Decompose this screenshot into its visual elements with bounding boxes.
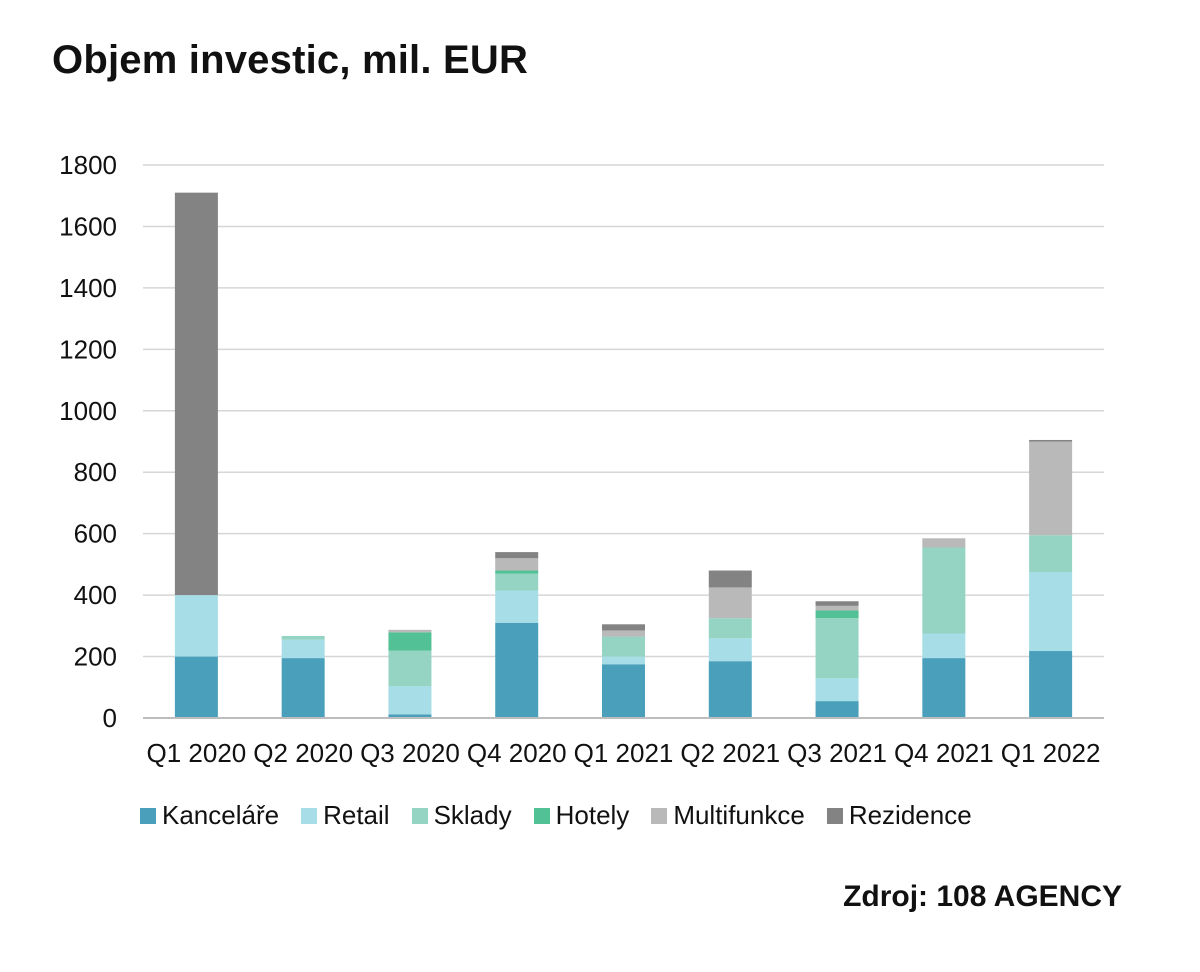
- legend-swatch: [533, 807, 550, 824]
- y-tick-label: 1800: [59, 150, 117, 180]
- source-note: Zdroj: 108 AGENCY: [843, 880, 1122, 913]
- bar-segment: [1029, 572, 1073, 652]
- y-tick-label: 800: [74, 457, 117, 487]
- legend-label: Hotely: [555, 800, 630, 830]
- legend-label: Sklady: [433, 800, 512, 830]
- bar-segment: [815, 601, 859, 606]
- bar-segment: [815, 618, 859, 679]
- legend-label: Retail: [323, 800, 390, 830]
- y-tick-label: 0: [103, 703, 117, 733]
- bar-segment: [922, 658, 966, 718]
- x-tick-label: Q3 2020: [360, 738, 460, 768]
- bar-segment: [815, 678, 859, 702]
- bar-segment: [708, 618, 752, 639]
- bar-segment: [495, 558, 539, 571]
- legend-item: Kanceláře: [140, 800, 279, 831]
- x-tick-label: Q1 2020: [147, 738, 247, 768]
- y-tick-label: 400: [74, 580, 117, 610]
- bar-segment: [1029, 535, 1073, 573]
- bar-segment: [602, 636, 645, 657]
- x-tick-label: Q1 2021: [574, 738, 674, 768]
- bar-segment: [388, 686, 432, 715]
- bar-segment: [388, 629, 432, 633]
- bar-segment: [388, 650, 432, 687]
- legend-swatch: [651, 807, 668, 824]
- y-tick-label: 1200: [59, 334, 117, 364]
- bar-segment: [281, 635, 325, 640]
- bar-segment: [174, 192, 218, 596]
- x-tick-label: Q1 2022: [1001, 738, 1101, 768]
- legend-item: Rezidence: [826, 800, 972, 831]
- y-tick-label: 1400: [59, 273, 117, 303]
- bar-segment: [388, 714, 432, 718]
- bar-segment: [815, 605, 859, 611]
- bar-segment: [602, 664, 645, 718]
- bar-segment: [388, 632, 432, 651]
- bar-segment: [708, 570, 752, 588]
- bar-segment: [922, 633, 966, 659]
- bar-segment: [1029, 651, 1073, 718]
- y-tick-label: 600: [74, 519, 117, 549]
- x-tick-label: Q2 2020: [253, 738, 353, 768]
- bar-segment: [281, 658, 325, 718]
- bar-segment: [495, 552, 539, 559]
- legend-swatch: [411, 807, 428, 824]
- legend-item: Retail: [301, 800, 390, 831]
- bar-segment: [602, 624, 645, 631]
- y-tick-label: 1600: [59, 211, 117, 241]
- legend-item: Sklady: [411, 800, 512, 831]
- bar-segment: [1029, 439, 1073, 442]
- bar-segment: [602, 656, 645, 665]
- bar-segment: [708, 661, 752, 718]
- legend-swatch: [140, 807, 156, 824]
- bar-segment: [174, 595, 218, 657]
- legend-swatch: [826, 807, 843, 824]
- chart-legend: Kanceláře Retail Sklady Hotely Multifunkce Re…: [140, 800, 994, 831]
- bar-segment: [1029, 441, 1073, 536]
- legend-label: Rezidence: [848, 800, 972, 830]
- chart-title: Objem investic, mil. EUR: [52, 38, 529, 82]
- x-tick-label: Q2 2021: [680, 738, 780, 768]
- bar-segment: [922, 538, 966, 548]
- bar-segment: [174, 656, 218, 718]
- legend-item: Hotely: [533, 800, 630, 831]
- bar-segment: [922, 547, 966, 634]
- y-tick-label: 200: [74, 642, 117, 672]
- bar-segment: [815, 701, 859, 718]
- x-tick-label: Q4 2020: [467, 738, 567, 768]
- legend-item: Multifunkce: [651, 800, 805, 831]
- bar-segment: [495, 573, 539, 591]
- legend-swatch: [301, 807, 318, 824]
- y-tick-label: 1000: [59, 396, 117, 426]
- legend-label: Multifunkce: [673, 800, 805, 830]
- x-tick-label: Q3 2021: [787, 738, 887, 768]
- bar-segment: [708, 587, 752, 619]
- legend-label: Kanceláře: [162, 800, 280, 830]
- bar-segment: [815, 610, 859, 619]
- x-tick-label: Q4 2021: [894, 738, 994, 768]
- bar-segment: [708, 638, 752, 662]
- bar-segment: [495, 622, 539, 718]
- bar-segment: [495, 590, 539, 623]
- bar-segment: [281, 639, 325, 659]
- bar-segment: [495, 570, 539, 574]
- bar-segment: [602, 630, 645, 637]
